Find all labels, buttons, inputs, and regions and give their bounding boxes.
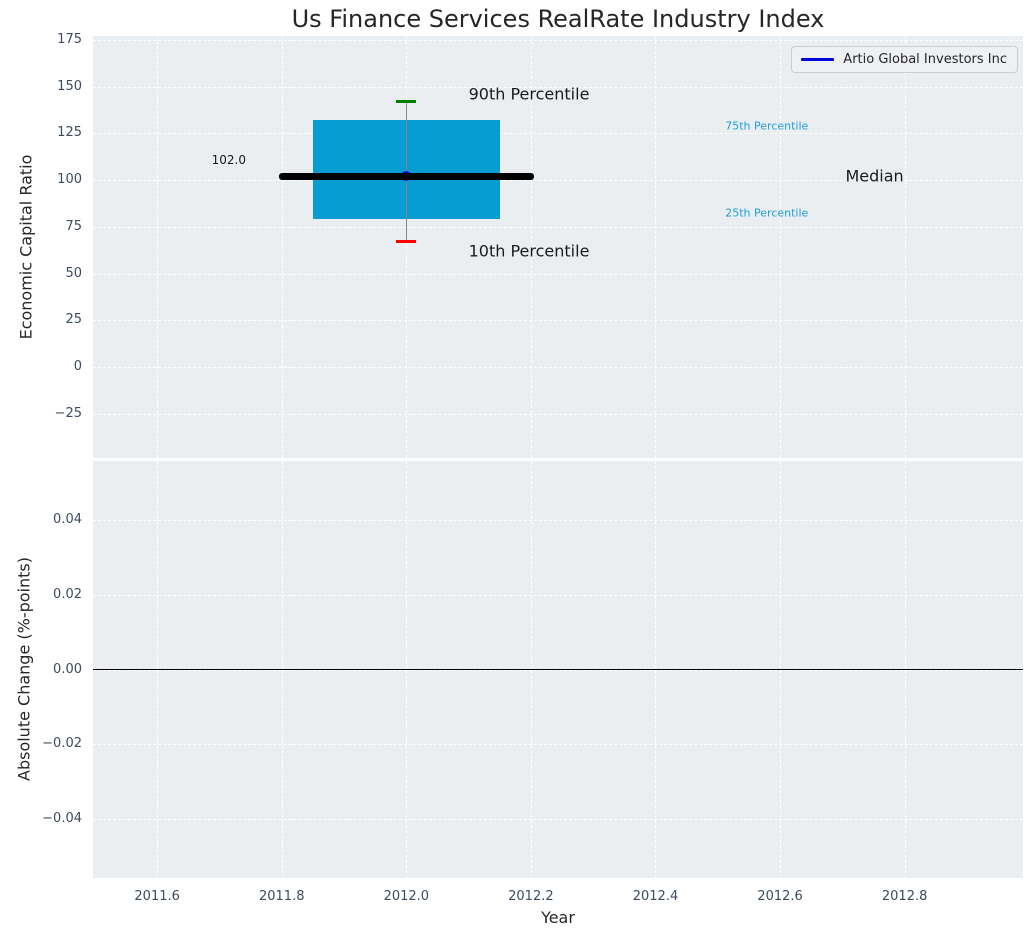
- y-tick-label: 125: [57, 125, 82, 141]
- gridline-horizontal: [93, 594, 1023, 596]
- gridline-horizontal: [93, 320, 1023, 322]
- gridline-vertical: [655, 36, 657, 458]
- x-axis-label: Year: [541, 908, 575, 927]
- legend-line-sample: [801, 58, 835, 61]
- gridline-vertical: [904, 36, 906, 458]
- y-tick-label: 150: [57, 78, 82, 94]
- p90-label: 90th Percentile: [468, 84, 590, 104]
- legend-label: Artio Global Investors Inc: [843, 52, 1007, 67]
- gridline-vertical: [281, 36, 283, 458]
- bottom-axes: [93, 461, 1023, 878]
- y-tick-label: −0.02: [42, 736, 82, 752]
- y-tick-label: 0.02: [53, 586, 82, 602]
- x-tick-label: 2012.8: [881, 889, 928, 904]
- zero-line: [93, 668, 1023, 671]
- gridline-horizontal: [93, 86, 1023, 88]
- y-tick-label: 100: [57, 172, 82, 188]
- gridline-horizontal: [93, 226, 1023, 228]
- gridline-horizontal: [93, 273, 1023, 275]
- y-tick-label: 175: [57, 32, 82, 48]
- y-tick-label: 50: [65, 265, 82, 281]
- y-tick-label: −0.04: [42, 811, 82, 827]
- gridline-horizontal: [93, 413, 1023, 415]
- gridline-horizontal: [93, 133, 1023, 135]
- x-tick-label: 2012.4: [632, 889, 679, 904]
- gridline-vertical: [530, 36, 532, 458]
- y-tick-label: 75: [65, 218, 82, 234]
- x-tick-label: 2011.6: [134, 889, 180, 904]
- p25-label: 25th Percentile: [725, 206, 809, 220]
- y-tick-label: 0.04: [53, 511, 82, 527]
- chart-title: Us Finance Services RealRate Industry In…: [291, 5, 825, 33]
- gridline-vertical: [780, 36, 782, 458]
- p90-cap: [396, 100, 417, 104]
- x-tick-label: 2012.0: [383, 889, 430, 904]
- gridline-horizontal: [93, 519, 1023, 521]
- p75-label: 75th Percentile: [725, 119, 809, 133]
- legend: Artio Global Investors Inc: [791, 46, 1018, 73]
- y-tick-label: 0: [73, 358, 82, 374]
- x-tick-label: 2012.2: [508, 889, 554, 904]
- gridline-horizontal: [93, 744, 1023, 746]
- top-axes: 90th Percentile 10th Percentile 75th Perce…: [93, 36, 1023, 458]
- x-tick-label: 2012.6: [757, 889, 803, 904]
- company-value-label: 102.0: [211, 152, 246, 167]
- gridline-vertical: [406, 36, 408, 458]
- median-line: [278, 172, 535, 180]
- y-tick-label: −25: [54, 405, 82, 421]
- p10-label: 10th Percentile: [468, 241, 590, 261]
- gridline-horizontal: [93, 819, 1023, 821]
- gridline-horizontal: [93, 366, 1023, 368]
- gridline-vertical: [157, 36, 159, 458]
- median-label: Median: [845, 166, 904, 186]
- p10-cap: [396, 240, 417, 244]
- x-tick-label: 2011.8: [258, 889, 305, 904]
- gridline-horizontal: [93, 180, 1023, 182]
- gridline-horizontal: [93, 40, 1023, 42]
- y-tick-label: 0.00: [53, 661, 82, 677]
- y-tick-label: 25: [65, 312, 82, 328]
